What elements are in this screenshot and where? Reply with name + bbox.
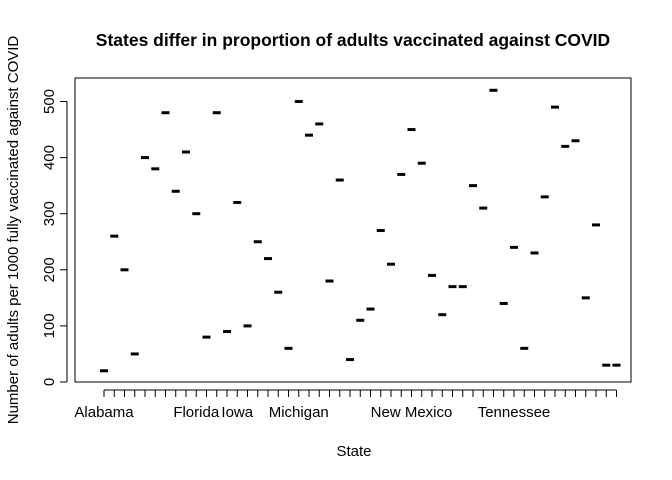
y-tick-label: 500	[41, 89, 58, 114]
plot-frame	[74, 77, 632, 383]
y-tick-label: 300	[41, 201, 58, 226]
chart-marks	[100, 88, 621, 373]
chart-title: States differ in proportion of adults va…	[96, 30, 610, 50]
y-tick-label: 100	[41, 313, 58, 338]
x-tick-label: Tennessee	[478, 404, 551, 421]
y-axis-label: Number of adults per 1000 fully vaccinat…	[5, 36, 22, 425]
x-axis: Alabama Florida Iowa Michigan New Mexico Tenn…	[74, 389, 617, 421]
x-tick-label: Iowa	[221, 404, 253, 421]
y-tick-label: 0	[41, 378, 58, 386]
y-tick-label: 400	[41, 145, 58, 170]
y-tick-label: 200	[41, 257, 58, 282]
x-tick-label: Michigan	[269, 404, 329, 421]
y-axis: 0 100 200 300 400 500	[41, 89, 68, 386]
x-tick-label: New Mexico	[371, 404, 453, 421]
x-tick-label: Alabama	[74, 404, 134, 421]
x-axis-label: State	[336, 443, 371, 460]
x-tick-label: Florida	[173, 404, 220, 421]
